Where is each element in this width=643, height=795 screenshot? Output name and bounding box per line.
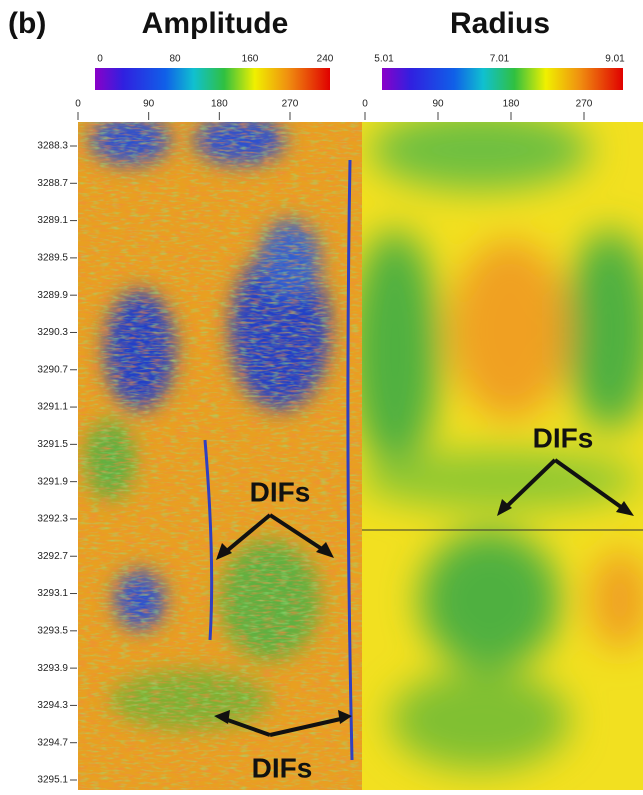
figure-label: (b) — [8, 7, 46, 40]
depth-tick-label: 3289.5 — [37, 253, 68, 264]
depth-tick-label: 3288.7 — [37, 178, 68, 189]
depth-tick-label: 3289.1 — [37, 215, 68, 226]
depth-tick-label: 3294.3 — [37, 700, 68, 711]
azimuth-tick-label: 0 — [75, 99, 81, 110]
azimuth-tick-label: 180 — [503, 99, 520, 110]
depth-tick-label: 3294.7 — [37, 737, 68, 748]
panel-title: Amplitude — [142, 7, 289, 40]
azimuth-tick-label: 0 — [362, 99, 368, 110]
colorbar-tick-label: 80 — [169, 54, 181, 65]
depth-tick-label: 3292.7 — [37, 551, 68, 562]
depth-tick-label: 3291.5 — [37, 439, 68, 450]
colorbar-tick-label: 0 — [97, 54, 103, 65]
colorbar-tick-label: 7.01 — [490, 54, 510, 65]
depth-tick-label: 3291.9 — [37, 476, 68, 487]
depth-tick-label: 3293.5 — [37, 625, 68, 636]
depth-tick-label: 3289.9 — [37, 290, 68, 301]
colorbar-tick-label: 5.01 — [374, 54, 394, 65]
azimuth-tick-label: 270 — [282, 99, 299, 110]
figure: (b) Amplitude Radius DIFs DIFs DIFs 0 80 1… — [0, 0, 643, 795]
annotation: DIFs — [250, 476, 311, 507]
depth-tick-label: 3290.3 — [37, 327, 68, 338]
colorbar-tick-label: 160 — [242, 54, 259, 65]
colorbar-tick-label: 9.01 — [605, 54, 625, 65]
panel-title: Radius — [450, 7, 550, 40]
amplitude-image — [78, 115, 362, 790]
annotation: DIFs — [533, 422, 594, 453]
depth-tick-label: 3290.7 — [37, 364, 68, 375]
colorbar — [382, 68, 623, 90]
radius-image — [350, 110, 643, 790]
depth-tick-label: 3288.3 — [37, 141, 68, 152]
colorbar — [95, 68, 330, 90]
depth-tick-label: 3293.1 — [37, 588, 68, 599]
azimuth-tick-label: 90 — [143, 99, 155, 110]
depth-tick-label: 3291.1 — [37, 402, 68, 413]
depth-tick-label: 3295.1 — [37, 775, 68, 786]
depth-tick-label: 3292.3 — [37, 514, 68, 525]
colorbar-tick-label: 240 — [317, 54, 334, 65]
annotation: DIFs — [252, 752, 313, 783]
azimuth-tick-label: 180 — [211, 99, 228, 110]
azimuth-tick-label: 90 — [432, 99, 444, 110]
depth-tick-label: 3293.9 — [37, 663, 68, 674]
azimuth-tick-label: 270 — [576, 99, 593, 110]
